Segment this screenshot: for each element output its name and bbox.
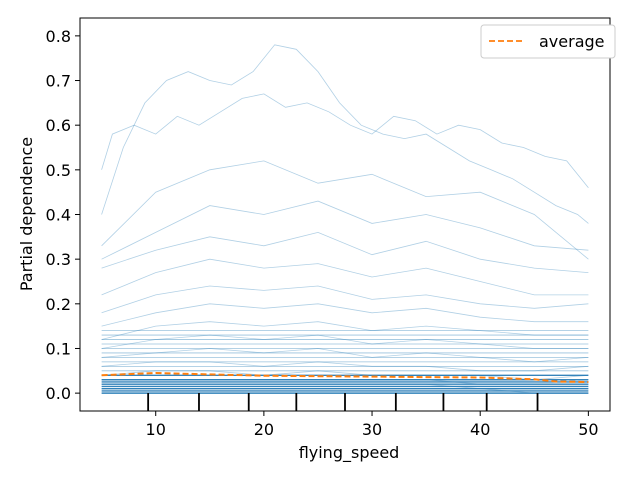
y-tick-label: 0.8	[46, 27, 71, 46]
x-tick-label: 10	[146, 420, 166, 439]
x-tick-label: 30	[362, 420, 382, 439]
ice-curve	[101, 258, 589, 296]
legend: average	[480, 24, 616, 59]
average-curve	[101, 371, 589, 383]
ice-curve	[101, 285, 589, 314]
ice-curve	[101, 44, 589, 224]
y-tick-label: 0.1	[46, 339, 71, 358]
y-axis: 0.0 0.1 0.2 0.3 0.4 0.5 0.6 0.7 0.8	[46, 27, 80, 403]
y-tick-label: 0.2	[46, 295, 71, 314]
ice-curve	[101, 303, 589, 327]
ice-curve	[101, 93, 589, 188]
ice-curve	[101, 200, 589, 260]
ice-curve	[101, 361, 589, 372]
average-curve-group	[101, 371, 589, 383]
x-tick-label: 50	[578, 420, 598, 439]
y-tick-label: 0.4	[46, 206, 71, 225]
y-tick-label: 0.3	[46, 250, 71, 269]
ice-curve	[101, 334, 589, 349]
ice-curve	[101, 348, 589, 363]
legend-average-label: average	[539, 32, 605, 51]
plot-frame	[79, 17, 611, 412]
y-tick-label: 0.6	[46, 116, 71, 135]
rug-marks-group	[147, 393, 539, 411]
y-tick-label: 0.5	[46, 161, 71, 180]
x-tick-label: 40	[470, 420, 490, 439]
dense-curve-band-group	[101, 330, 589, 394]
ice-curve	[101, 231, 589, 273]
y-axis-label: Partial dependence	[17, 137, 36, 291]
y-tick-label: 0.7	[46, 72, 71, 91]
ice-curve	[101, 160, 589, 260]
y-tick-label: 0.0	[46, 384, 71, 403]
ice-curve	[101, 321, 589, 340]
legend-box	[480, 24, 616, 59]
ice-curves-group	[101, 44, 589, 394]
x-tick-label: 20	[254, 420, 274, 439]
x-axis: 10 20 30 40 50	[146, 411, 599, 439]
x-axis-label: flying_speed	[299, 443, 400, 463]
